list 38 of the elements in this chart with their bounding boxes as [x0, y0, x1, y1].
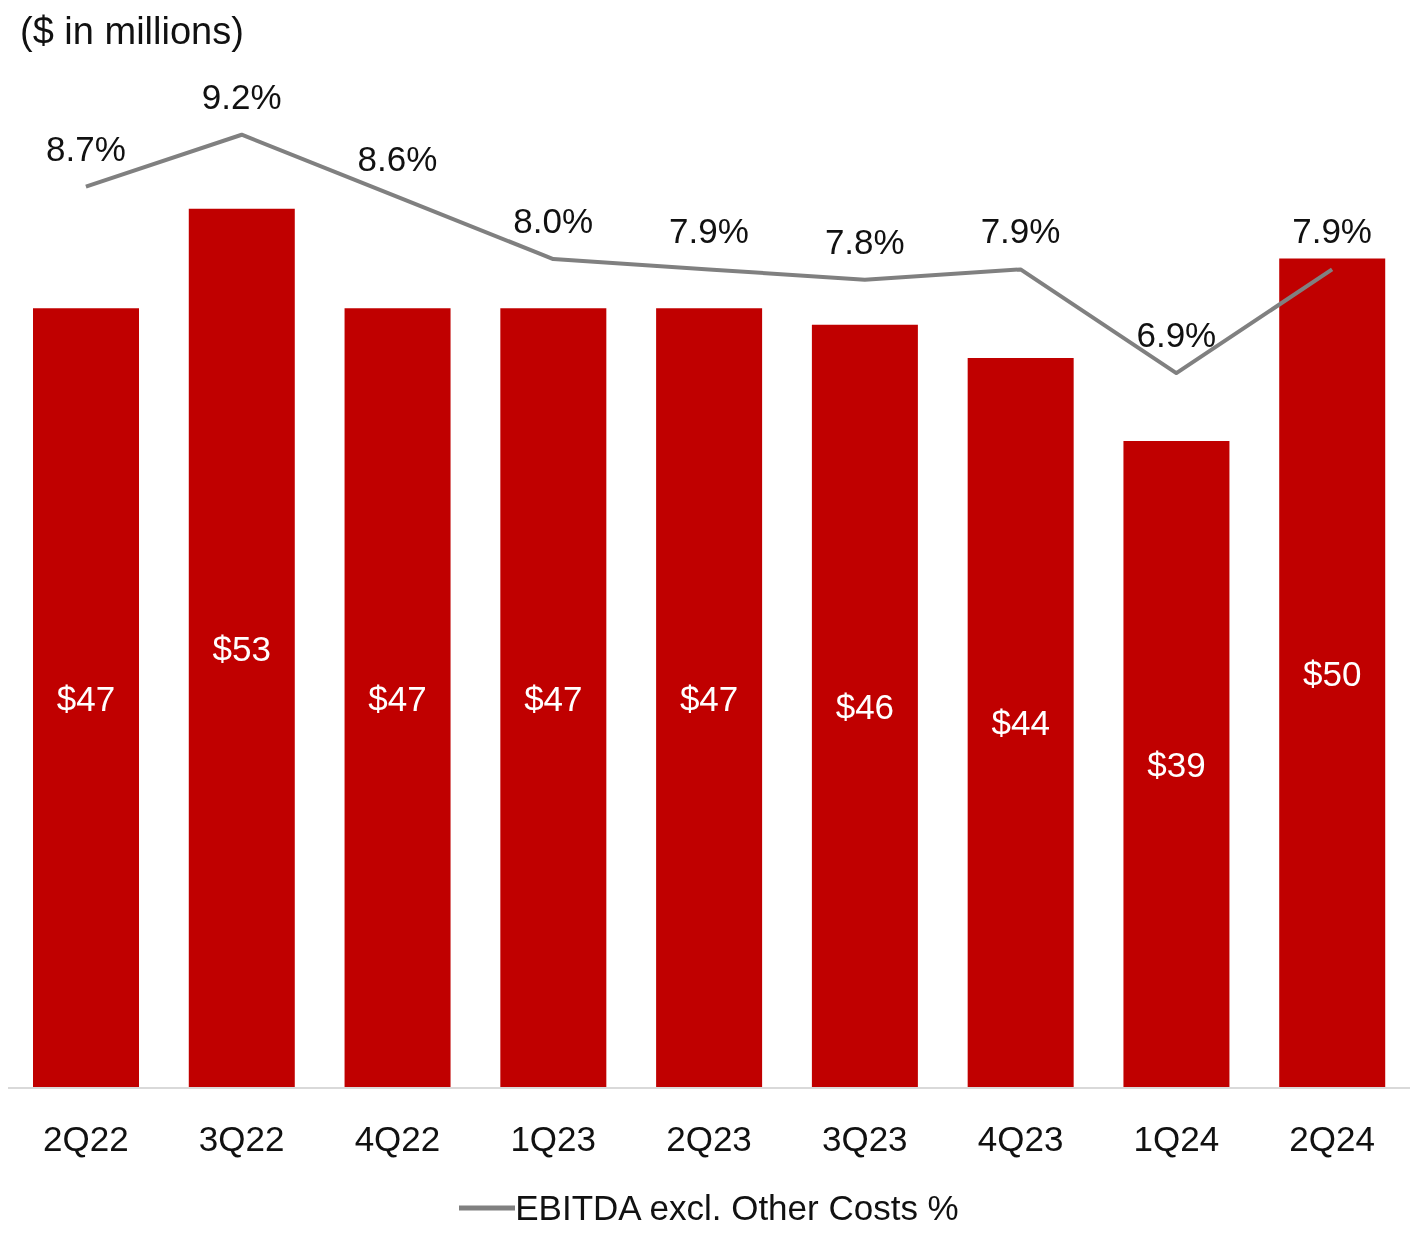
data-label: 8.6% [357, 138, 438, 178]
data-label: $44 [991, 703, 1050, 743]
data-label: $47 [368, 678, 427, 718]
x-tick-label: 1Q23 [510, 1118, 597, 1158]
data-label: $47 [524, 678, 583, 718]
x-tick-label: 3Q23 [821, 1118, 908, 1158]
x-tick-label: 2Q23 [666, 1118, 752, 1158]
data-label: 7.9% [1292, 211, 1372, 251]
bar [188, 208, 295, 1088]
data-label: 6.9% [1136, 315, 1217, 355]
data-label: $47 [56, 678, 116, 718]
x-tick-label: 2Q22 [43, 1118, 129, 1158]
bar [500, 308, 607, 1088]
x-tick-label: 4Q22 [354, 1118, 441, 1158]
y-axis-title: ($ in millions) [20, 10, 244, 53]
x-tick-label: 1Q24 [1133, 1118, 1220, 1158]
x-tick-label: 3Q22 [198, 1118, 285, 1158]
bar [344, 308, 451, 1088]
bar [811, 324, 918, 1088]
data-label: 7.8% [824, 221, 905, 261]
data-label: $53 [212, 628, 271, 668]
legend-label: EBITDA excl. Other Costs % [515, 1188, 959, 1228]
data-label: 7.9% [980, 211, 1061, 251]
bar [1123, 440, 1230, 1088]
bar [1279, 258, 1386, 1088]
data-label: $46 [835, 686, 895, 726]
data-label: 8.7% [46, 128, 126, 168]
bar [656, 308, 763, 1088]
data-label: 9.2% [201, 76, 282, 116]
data-label: 8.0% [513, 201, 594, 241]
x-tick-label: 4Q23 [977, 1118, 1064, 1158]
bar [33, 308, 139, 1088]
data-label: 7.9% [669, 211, 749, 251]
x-tick-label: 2Q24 [1289, 1118, 1375, 1158]
data-label: $47 [679, 678, 739, 718]
bar [967, 358, 1074, 1088]
data-label: $50 [1303, 653, 1362, 693]
data-label: $39 [1147, 744, 1206, 784]
